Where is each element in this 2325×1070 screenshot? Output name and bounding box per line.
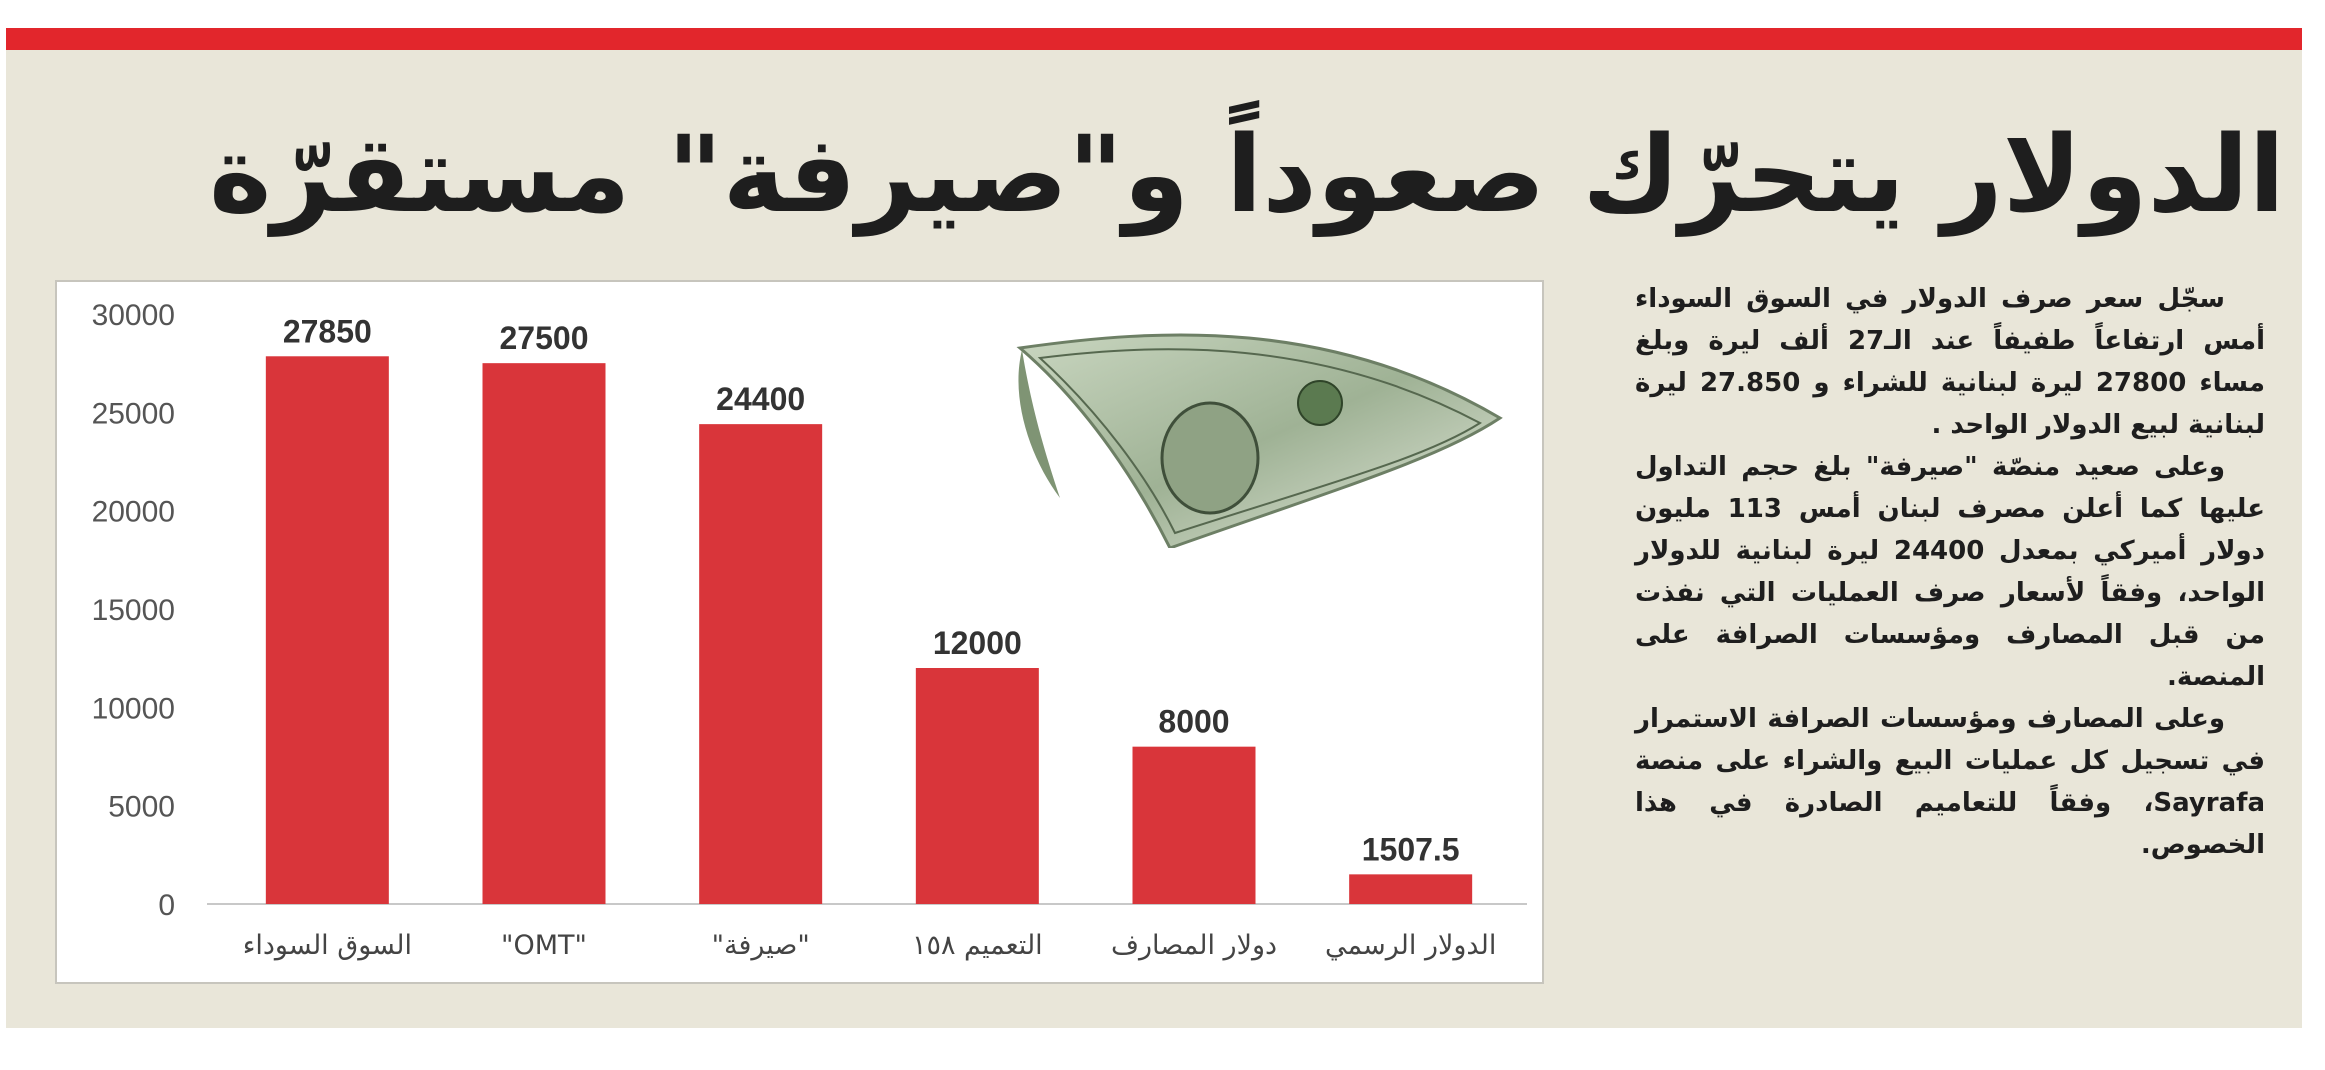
bar (1349, 874, 1473, 904)
data-label: 8000 (1158, 704, 1229, 740)
accent-bar (6, 28, 2302, 50)
x-tick-label: التعميم ١٥٨ (912, 930, 1043, 961)
bar (915, 668, 1039, 904)
y-tick-label: 5000 (108, 791, 175, 824)
x-tick-label: "صيرفة" (712, 930, 810, 961)
article-paragraph: وعلى صعيد منصّة "صيرفة" بلغ حجم التداول … (1635, 452, 2265, 692)
y-tick-label: 20000 (92, 496, 175, 529)
x-tick-label: السوق السوداء (243, 930, 412, 961)
bar (265, 356, 389, 904)
bar (699, 424, 823, 904)
article-paragraph: سجّل سعر صرف الدولار في السوق السوداء أم… (1635, 284, 2266, 440)
data-label: 27850 (283, 313, 372, 349)
x-tick-label: الدولار الرسمي (1325, 930, 1496, 961)
y-tick-label: 15000 (92, 594, 175, 627)
bar (482, 363, 606, 905)
y-tick-label: 30000 (92, 299, 175, 332)
data-label: 24400 (716, 381, 805, 417)
y-tick-label: 0 (158, 889, 175, 922)
headline: الدولار يتحرّك صعوداً و"صيرفة" مستقرّة (208, 113, 2285, 236)
x-tick-label: دولار المصارف (1111, 930, 1277, 961)
dollar-bill-icon (1016, 333, 1503, 548)
article-paragraph: وعلى المصارف ومؤسسات الصرافة الاستمرار ف… (1635, 704, 2265, 860)
data-label: 12000 (933, 625, 1022, 661)
y-tick-label: 10000 (92, 692, 175, 725)
y-tick-label: 25000 (92, 397, 175, 430)
data-label: 1507.5 (1362, 831, 1460, 867)
article-body: سجّل سعر صرف الدولار في السوق السوداء أم… (1635, 278, 2265, 866)
bar (1132, 746, 1256, 904)
x-tick-label: "OMT" (501, 930, 587, 961)
data-label: 27500 (500, 320, 589, 356)
chart-svg: 0 5000 10000 15000 20000 25000 30000 27850 السوق… (92, 299, 1527, 961)
